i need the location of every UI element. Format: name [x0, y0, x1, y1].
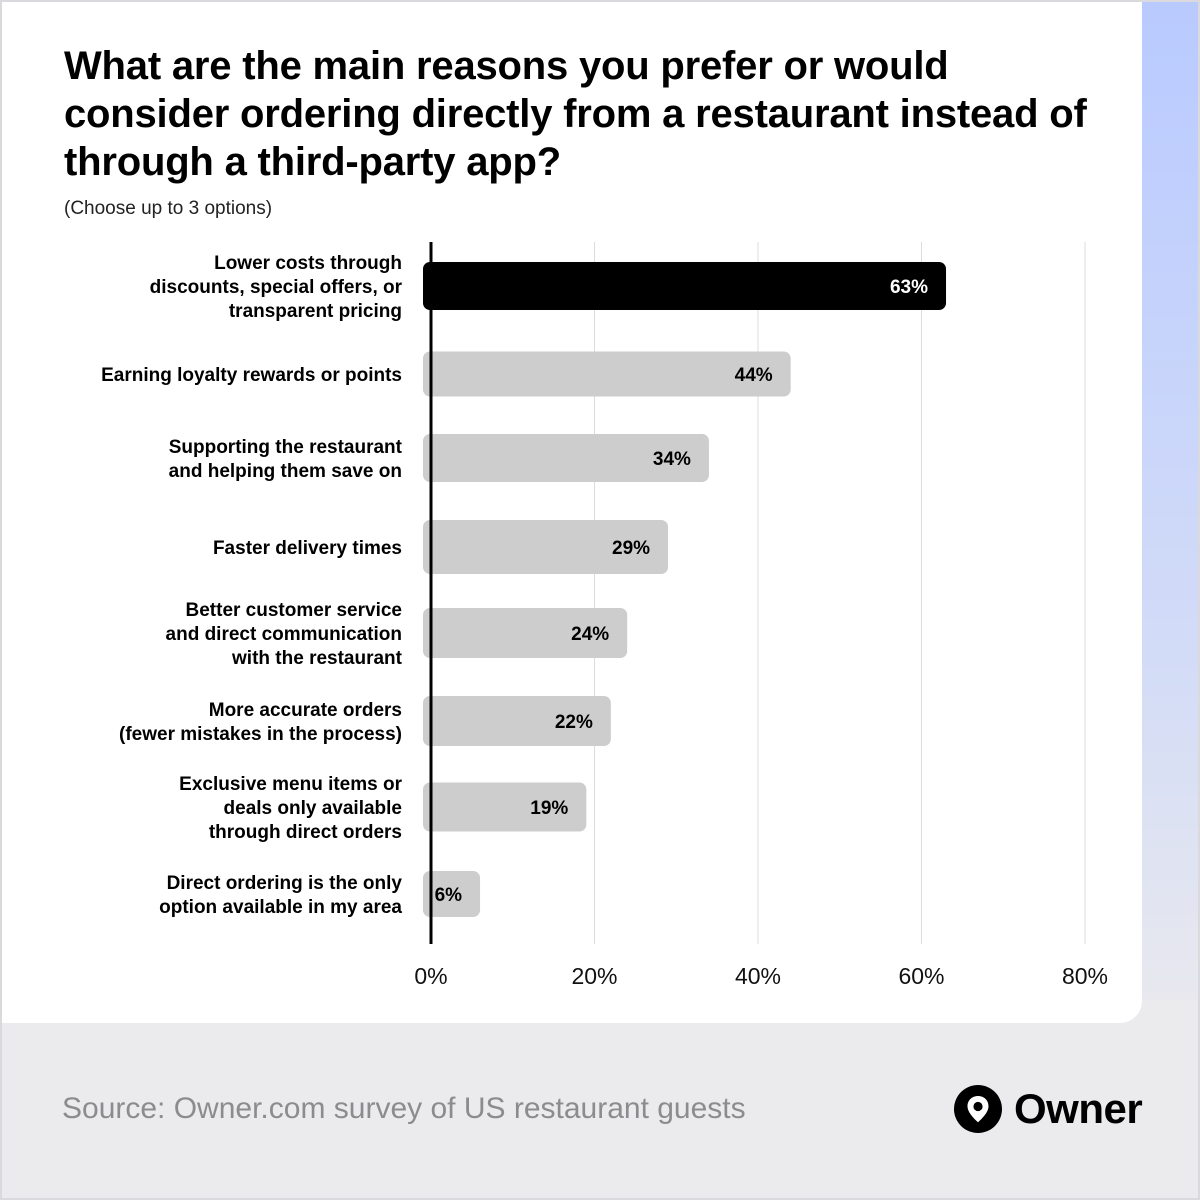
data-label: 34% — [653, 449, 691, 470]
category-label: Better customer service — [186, 600, 403, 621]
bar-chart: 63% Lower costs through discounts, special… — [101, 242, 1108, 989]
category-label: and direct communication — [166, 624, 402, 645]
location-pin-icon — [954, 1085, 1002, 1133]
chart-card: What are the main reasons you prefer or … — [2, 2, 1142, 1023]
category-label: deals only available — [224, 798, 402, 819]
category-label: Earning loyalty rewards or points — [101, 365, 402, 386]
data-label: 29% — [612, 538, 650, 559]
bar — [423, 434, 709, 482]
category-label: discounts, special offers, or — [150, 277, 403, 298]
bar — [423, 351, 791, 397]
category-label: through direct orders — [209, 822, 402, 843]
bar — [423, 782, 587, 832]
chart-title: What are the main reasons you prefer or … — [64, 44, 1087, 184]
category-label: with the restaurant — [231, 648, 403, 669]
data-label: 44% — [735, 365, 773, 386]
category-label: More accurate orders — [209, 700, 402, 721]
category-label: (fewer mistakes in the process) — [119, 724, 402, 745]
x-tick-label: 0% — [414, 963, 447, 989]
category-label: Supporting the restaurant — [169, 437, 403, 458]
brand-name: Owner — [1014, 1085, 1143, 1132]
x-tick-label: 20% — [571, 963, 617, 989]
bar — [423, 871, 481, 917]
data-label: 63% — [890, 277, 928, 298]
bar — [423, 696, 611, 746]
category-label: and helping them save on — [169, 461, 402, 482]
bar — [423, 262, 947, 310]
bar — [423, 520, 669, 574]
source-note: Source: Owner.com survey of US restauran… — [62, 1092, 746, 1125]
category-label: Direct ordering is the only — [167, 873, 403, 894]
bar — [423, 608, 628, 658]
category-label: Lower costs through — [214, 253, 402, 274]
data-label: 24% — [571, 624, 609, 645]
chart-subtitle: (Choose up to 3 options) — [64, 198, 273, 219]
category-label: transparent pricing — [229, 301, 402, 322]
category-label: Faster delivery times — [213, 538, 402, 559]
x-tick-label: 80% — [1062, 963, 1108, 989]
category-label: Exclusive menu items or — [179, 774, 402, 795]
category-label: option available in my area — [159, 897, 402, 918]
data-label: 19% — [530, 798, 568, 819]
brand-logo: Owner — [954, 1083, 1143, 1135]
x-tick-label: 40% — [735, 963, 781, 989]
x-tick-label: 60% — [898, 963, 944, 989]
data-label: 22% — [555, 712, 593, 733]
data-label: 6% — [435, 885, 463, 906]
